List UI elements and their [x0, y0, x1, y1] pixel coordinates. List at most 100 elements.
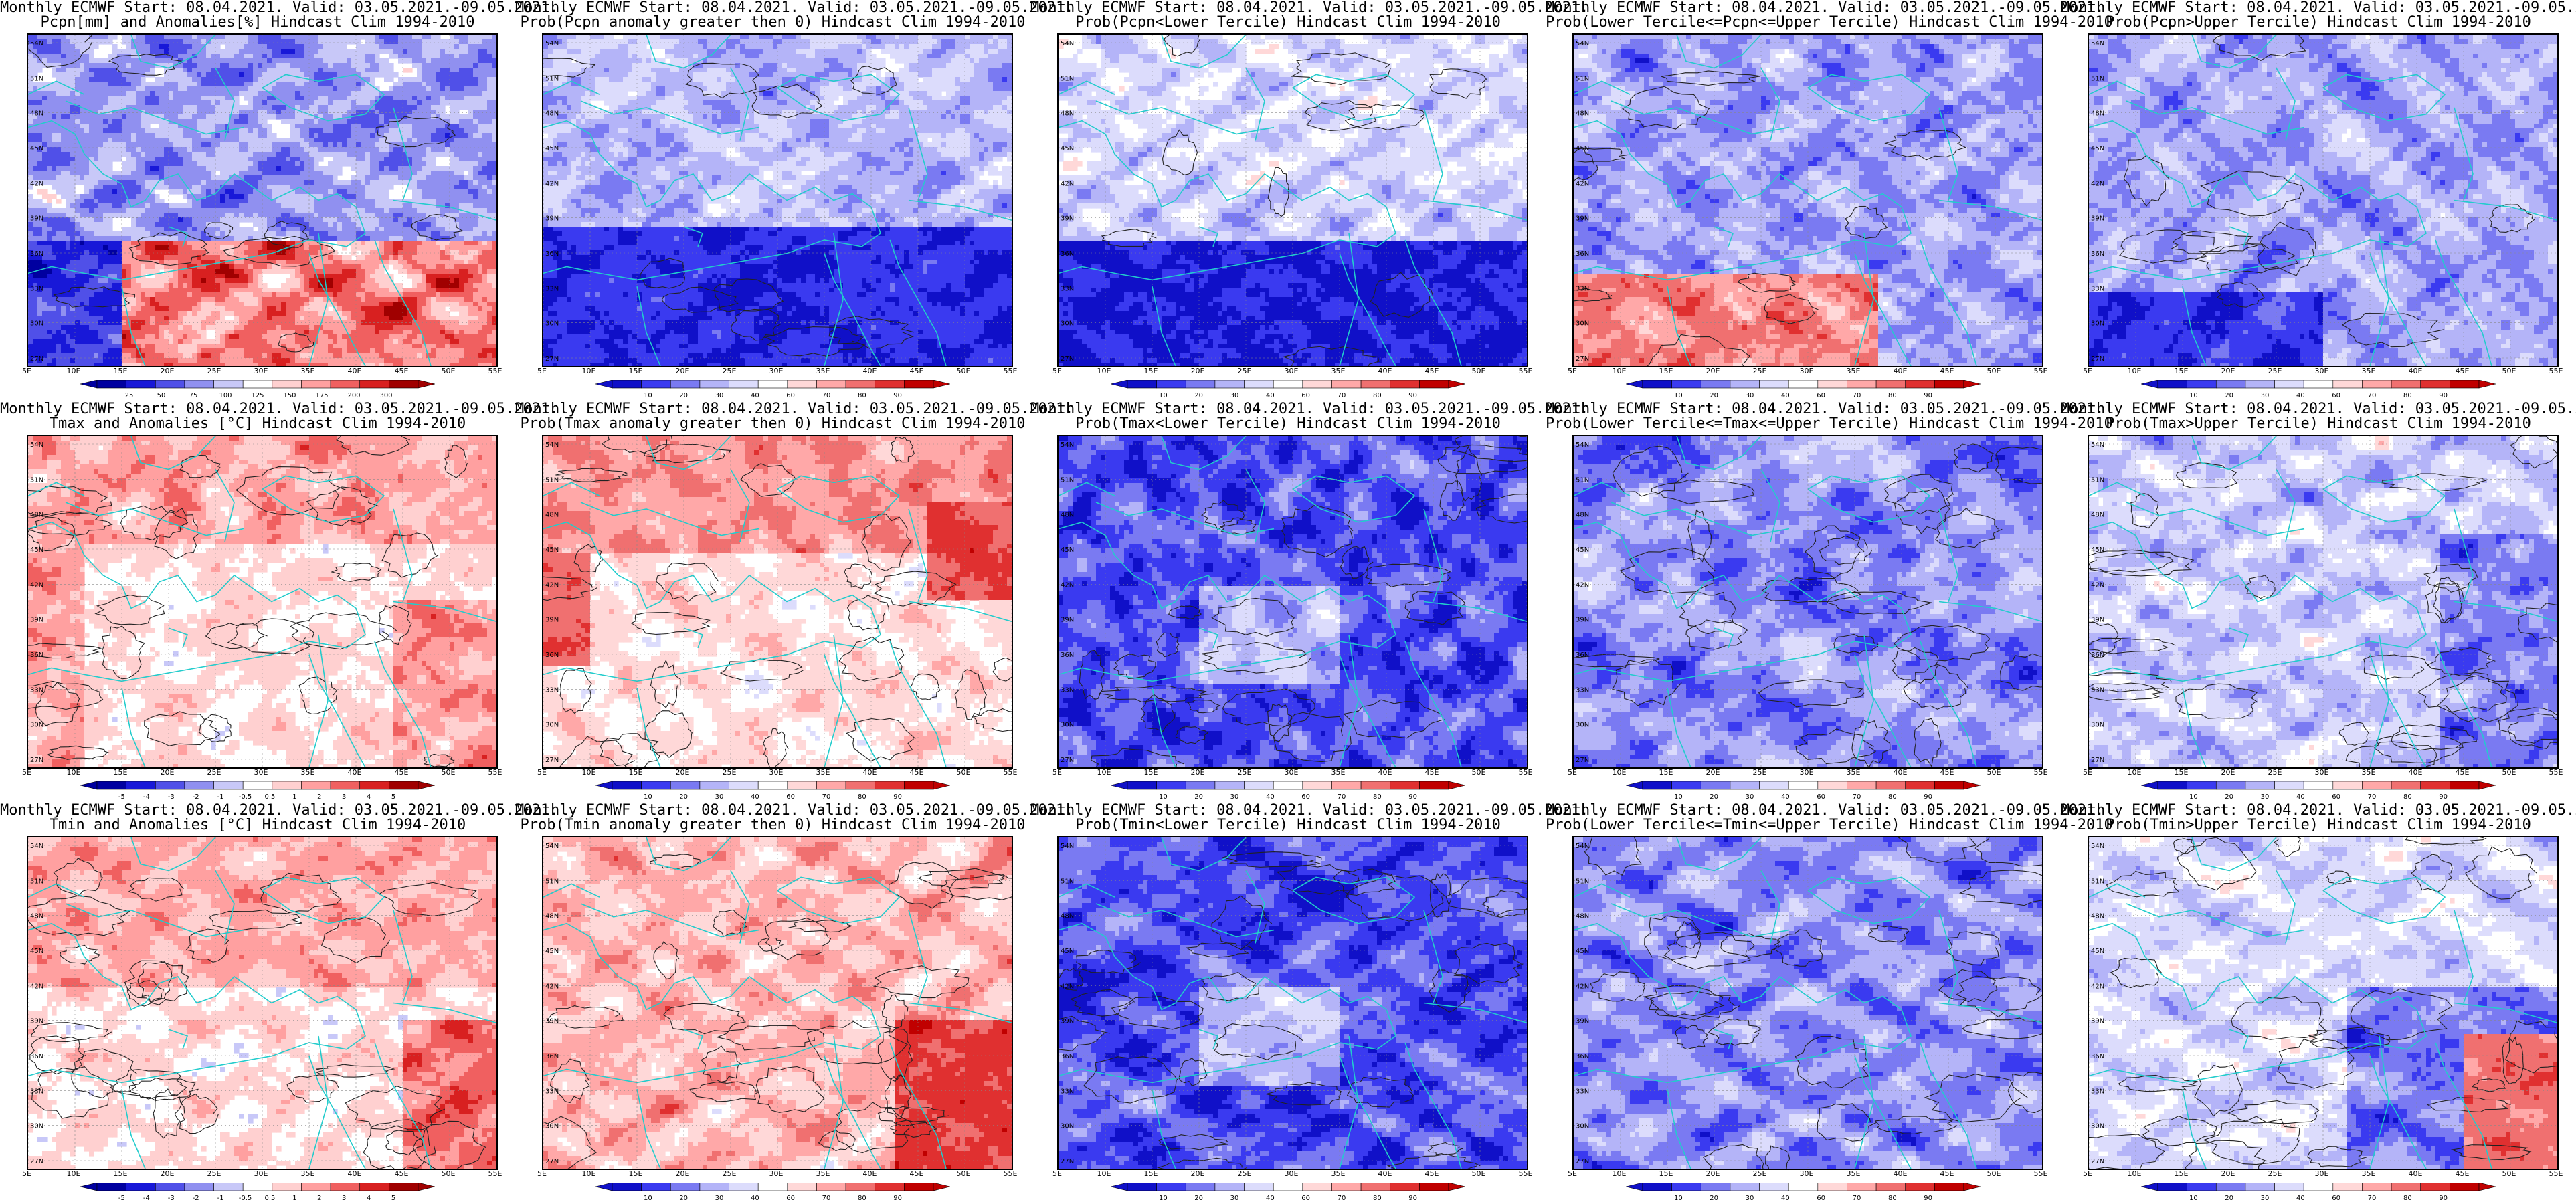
- colorbar-label: 90: [1924, 392, 1932, 399]
- colorbar-label: 90: [893, 392, 902, 399]
- colorbar-label: 20: [1194, 793, 1203, 801]
- map-area: 54N 51N 48N 45N 42N 39N 36N 33N 30N 27N: [1057, 836, 1528, 1170]
- lat-label: 36N: [2091, 651, 2104, 659]
- lat-label: 45N: [545, 145, 559, 153]
- lon-label: 5E: [1562, 768, 1582, 777]
- lon-label: 50E: [438, 367, 458, 375]
- map-panel: Monthly ECMWF Start: 08.04.2021. Valid: …: [1030, 0, 1546, 401]
- lon-label: 10E: [1094, 1169, 1114, 1178]
- lat-label: 42N: [545, 180, 559, 187]
- lat-label: 39N: [2091, 215, 2104, 223]
- panel-title-line2: Prob(Tmin anomaly greater then 0) Hindca…: [515, 817, 1030, 833]
- colorbar: 10 20 30 40 60 70 80 90: [1111, 1183, 1465, 1203]
- lon-label: 30E: [766, 768, 786, 777]
- lat-label: 33N: [1061, 1088, 1074, 1095]
- colorbar-label: 40: [1266, 1195, 1275, 1202]
- lat-label: 48N: [1576, 110, 1589, 118]
- lon-label: 15E: [1141, 367, 1161, 375]
- lon-label: 50E: [953, 1169, 974, 1178]
- colorbar-label: 20: [1194, 392, 1203, 399]
- lon-label: 5E: [17, 367, 37, 375]
- lat-label: 51N: [2091, 75, 2104, 82]
- lat-label: 39N: [30, 1018, 43, 1025]
- lon-label: 20E: [2218, 367, 2238, 375]
- colorbar-label: 90: [893, 1195, 902, 1202]
- lat-label: 33N: [2091, 285, 2104, 292]
- colorbar-label: 40: [751, 392, 759, 399]
- lat-label: 36N: [1061, 651, 1074, 659]
- lon-label: 35E: [1328, 768, 1348, 777]
- lat-label: 54N: [1061, 441, 1074, 449]
- lat-label: 33N: [30, 1088, 43, 1095]
- lat-label: 27N: [1061, 757, 1074, 764]
- lon-label: 40E: [2405, 768, 2425, 777]
- lon-label: 40E: [860, 768, 880, 777]
- map-area: 54N 51N 48N 45N 42N 39N 36N 33N 30N 27N: [2088, 435, 2559, 769]
- lat-label: 51N: [1576, 476, 1589, 484]
- lat-label: 36N: [1061, 1053, 1074, 1060]
- lon-label: 35E: [1843, 1169, 1863, 1178]
- panel-title-line2: Prob(Tmin>Upper Tercile) Hindcast Clim 1…: [2061, 817, 2576, 833]
- colorbar-label: 4: [367, 793, 371, 801]
- lat-label: 30N: [545, 722, 559, 729]
- colorbar-label: 90: [1408, 793, 1417, 801]
- lon-label: 30E: [1281, 367, 1301, 375]
- lat-label: 45N: [1061, 948, 1074, 955]
- lat-label: 54N: [1061, 843, 1074, 850]
- map-panel: Monthly ECMWF Start: 08.04.2021. Valid: …: [515, 401, 1030, 803]
- lon-label: 20E: [1188, 367, 1208, 375]
- colorbar: 10 20 30 40 60 70 80 90: [595, 380, 950, 400]
- lon-label: 5E: [2078, 768, 2098, 777]
- colorbar-label: 60: [2332, 392, 2340, 399]
- lon-label: 40E: [860, 367, 880, 375]
- colorbar-label: 2: [317, 1195, 321, 1202]
- lat-label: 30N: [1576, 1123, 1589, 1130]
- colorbar-label: 40: [1781, 392, 1790, 399]
- lon-label: 45E: [907, 768, 927, 777]
- map-panel: Monthly ECMWF Start: 08.04.2021. Valid: …: [0, 401, 515, 803]
- colorbar-label: 1: [292, 1195, 296, 1202]
- panel-title-line2: Pcpn[mm] and Anomalies[%] Hindcast Clim …: [0, 15, 515, 31]
- colorbar-label: 5: [391, 1195, 395, 1202]
- lon-label: 30E: [1797, 1169, 1817, 1178]
- lon-label: 40E: [1890, 367, 1910, 375]
- lat-label: 51N: [1061, 878, 1074, 885]
- colorbar-label: 300: [379, 392, 392, 399]
- lon-label: 10E: [64, 1169, 84, 1178]
- lon-label: 55E: [2546, 768, 2566, 777]
- colorbar-label: -3: [168, 793, 175, 801]
- map-area: 54N 51N 48N 45N 42N 39N 36N 33N 30N 27N: [1572, 435, 2043, 769]
- colorbar-label: 4: [367, 1195, 371, 1202]
- colorbar-label: 5: [391, 793, 395, 801]
- lon-label: 25E: [1234, 367, 1255, 375]
- lon-label: 40E: [2405, 367, 2425, 375]
- lon-label: 25E: [2265, 1169, 2285, 1178]
- lon-label: 20E: [1703, 1169, 1723, 1178]
- colorbar-label: 10: [1674, 793, 1683, 801]
- lon-label: 35E: [298, 1169, 318, 1178]
- lon-label: 25E: [719, 1169, 739, 1178]
- colorbar-label: 90: [1924, 793, 1932, 801]
- colorbar-label: -1: [217, 793, 224, 801]
- colorbar: 10 20 30 40 60 70 80 90: [1111, 781, 1465, 801]
- lon-label: 45E: [1422, 1169, 1442, 1178]
- colorbar-label: 0.5: [265, 1195, 276, 1202]
- lon-label: 55E: [2546, 367, 2566, 375]
- lat-label: 30N: [1576, 320, 1589, 328]
- colorbar-label: 90: [2439, 793, 2448, 801]
- lon-label: 50E: [1469, 1169, 1489, 1178]
- lon-label: 20E: [672, 367, 693, 375]
- colorbar-label: 30: [2261, 793, 2270, 801]
- lat-label: 27N: [2091, 355, 2104, 363]
- lat-label: 27N: [545, 757, 559, 764]
- colorbar-label: 80: [2403, 392, 2412, 399]
- colorbar-label: 175: [315, 392, 328, 399]
- panel-title-line2: Prob(Tmax>Upper Tercile) Hindcast Clim 1…: [2061, 416, 2576, 432]
- colorbar-label: 60: [786, 392, 795, 399]
- lat-label: 51N: [30, 878, 43, 885]
- lat-label: 54N: [30, 40, 43, 47]
- lon-label: 5E: [17, 1169, 37, 1178]
